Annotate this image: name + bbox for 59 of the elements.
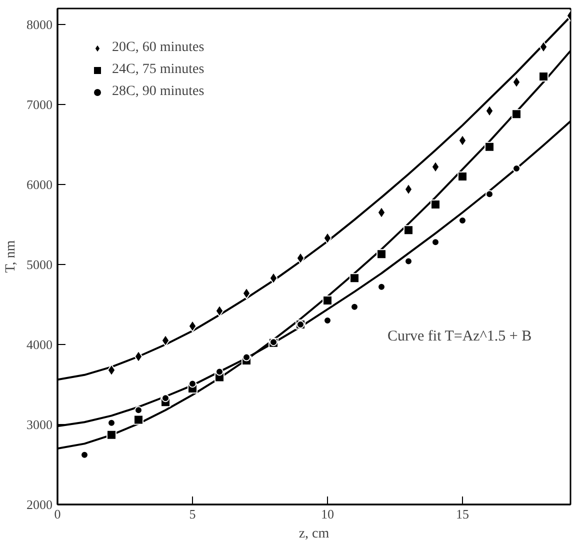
legend-label: 20C, 60 minutes [112,40,204,56]
y-tick-label: 8000 [26,17,52,32]
point [134,406,142,414]
point [484,142,494,152]
point [162,394,170,402]
y-tick-label: 3000 [26,417,52,432]
legend-label: 28C, 90 minutes [112,84,204,100]
point [486,190,494,198]
point [377,206,386,218]
x-axis-title: z, cm [298,526,330,542]
y-axis-title: T, nm [4,240,18,273]
point [108,418,116,427]
point [512,76,521,88]
point [216,368,224,376]
point [188,320,197,332]
y-tick-label: 6000 [26,177,52,192]
point [296,252,305,264]
point [538,72,548,82]
point [458,216,466,224]
y-tick-label: 5000 [26,257,52,272]
x-tick-label: 0 [54,506,61,522]
point [512,164,520,172]
point [404,183,413,196]
point [161,334,170,346]
point [134,350,143,362]
point [432,238,440,246]
point [431,160,440,173]
point [512,109,522,120]
x-tick-label: 15 [456,506,469,522]
point [107,364,116,376]
point [242,353,250,362]
y-tick-label: 2000 [26,497,52,512]
point [324,316,332,324]
point [485,104,494,117]
annotation: Curve fit T=Az^1.5 + B [388,328,532,344]
point [80,450,88,459]
point [458,172,468,182]
point [458,134,467,146]
legend-label: 24C, 75 minutes [112,62,204,78]
point [322,296,332,306]
x-tick-label: 10 [321,506,334,522]
point [430,200,440,210]
point [350,302,358,311]
x-tick-label: 5 [189,506,196,522]
point [134,414,144,425]
point [378,282,386,291]
point [376,249,386,260]
point [106,430,116,440]
point [269,272,278,284]
point [404,225,414,236]
point [323,232,332,244]
point [404,257,412,266]
point [242,287,251,300]
y-tick-label: 4000 [26,337,52,352]
point [215,304,224,317]
point [350,273,360,284]
point [188,380,196,388]
y-tick-label: 7000 [26,97,52,112]
point [539,40,548,53]
